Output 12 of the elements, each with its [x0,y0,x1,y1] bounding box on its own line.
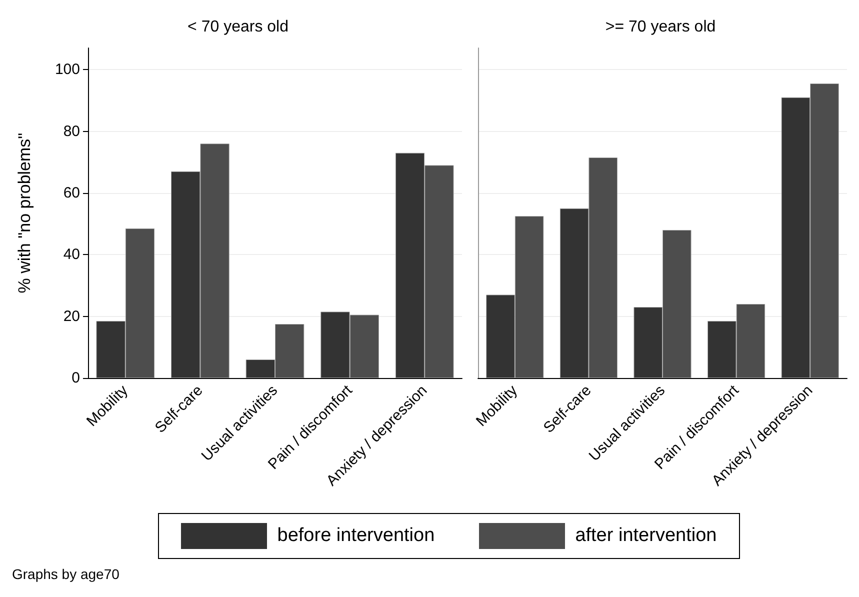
legend-label: before intervention [277,525,435,547]
text: Graphs by age70 [12,566,120,582]
y-tick-label: 80 [63,122,80,140]
chart-title: < 70 years old [188,18,288,36]
y-tick-label: 0 [72,370,80,386]
y-tick-label: 100 [54,61,80,78]
y-tick-label: 60 [63,184,80,202]
y-axis-title: % with "no problems" [15,132,34,294]
y-tick-label: 40 [63,246,80,264]
legend-label: after intervention [575,525,717,547]
y-tick-label: 20 [63,308,80,325]
chart-title: >= 70 years old [605,18,716,36]
